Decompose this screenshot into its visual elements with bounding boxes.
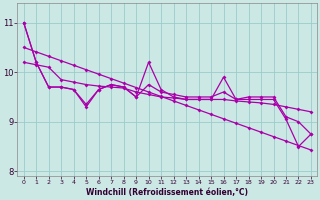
X-axis label: Windchill (Refroidissement éolien,°C): Windchill (Refroidissement éolien,°C)	[86, 188, 248, 197]
